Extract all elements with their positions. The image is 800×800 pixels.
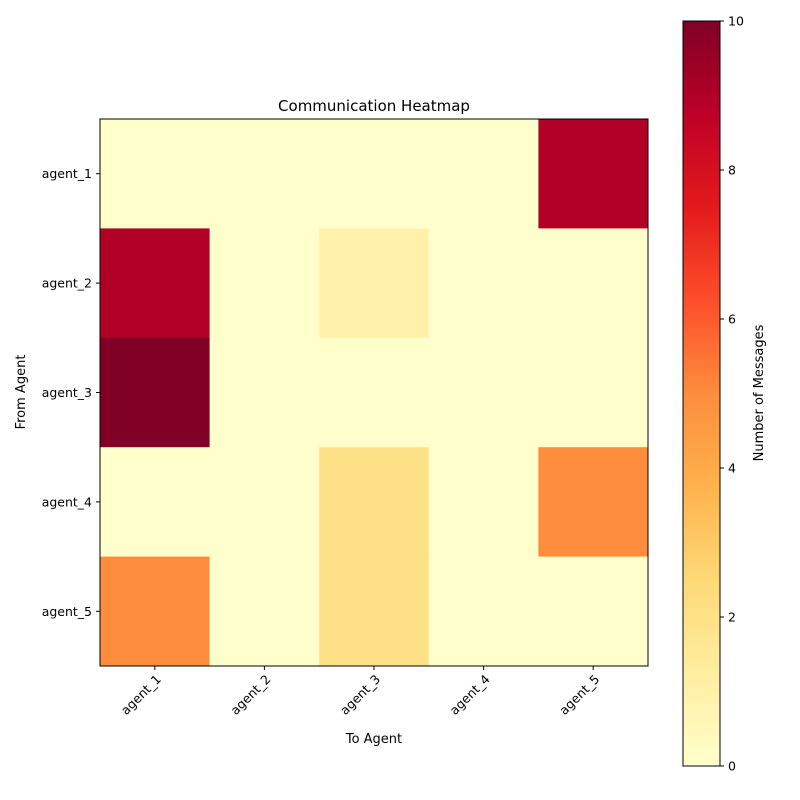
heatmap-cell bbox=[538, 556, 649, 667]
heatmap-cell bbox=[209, 447, 320, 558]
heatmap-cell bbox=[428, 447, 539, 558]
colorbar-tick-label: 10 bbox=[728, 14, 744, 29]
heatmap-cell bbox=[319, 447, 430, 558]
heatmap-cell bbox=[538, 228, 649, 339]
heatmap-cell bbox=[319, 337, 430, 448]
heatmap-cell bbox=[319, 119, 430, 229]
y-axis-title: From Agent bbox=[14, 355, 29, 430]
heatmap-cell bbox=[428, 337, 539, 448]
heatmap-cell bbox=[428, 556, 539, 667]
colorbar-tick-label: 6 bbox=[728, 312, 736, 327]
x-tick-label: agent_3 bbox=[337, 672, 383, 718]
colorbar-tick-label: 8 bbox=[728, 163, 736, 178]
x-tick-label: agent_4 bbox=[447, 671, 493, 717]
heatmap-cell bbox=[209, 119, 320, 229]
heatmap-cell bbox=[100, 228, 211, 339]
heatmap-cell bbox=[100, 447, 211, 558]
x-tick-label: agent_5 bbox=[556, 672, 602, 718]
heatmap-cell bbox=[209, 337, 320, 448]
colorbar-tick-label: 0 bbox=[728, 759, 736, 774]
heatmap-cells bbox=[100, 119, 649, 667]
chart-title: Communication Heatmap bbox=[278, 97, 470, 115]
colorbar-tick-label: 4 bbox=[728, 461, 736, 476]
heatmap-cell bbox=[538, 337, 649, 448]
heatmap-cell bbox=[100, 119, 211, 229]
y-tick-label: agent_3 bbox=[42, 385, 92, 400]
heatmap-cell bbox=[209, 228, 320, 339]
heatmap-cell bbox=[538, 447, 649, 558]
heatmap-cell bbox=[319, 556, 430, 667]
heatmap-cell bbox=[538, 119, 649, 229]
y-tick-label: agent_4 bbox=[42, 494, 92, 509]
y-tick-label: agent_2 bbox=[42, 276, 92, 291]
heatmap-cell bbox=[319, 228, 430, 339]
y-axis-ticks: agent_1 agent_2 agent_3 agent_4 agent_5 bbox=[42, 166, 100, 619]
x-tick-label: agent_1 bbox=[118, 672, 164, 718]
x-axis-title: To Agent bbox=[345, 732, 402, 747]
heatmap-cell bbox=[100, 556, 211, 667]
y-tick-label: agent_1 bbox=[42, 166, 92, 181]
colorbar-ticks: 0 2 4 6 8 10 bbox=[720, 14, 744, 774]
x-axis-ticks: agent_1 agent_2 agent_3 agent_4 agent_5 bbox=[118, 666, 602, 718]
y-tick-label: agent_5 bbox=[42, 604, 92, 619]
heatmap-cell bbox=[428, 119, 539, 229]
x-tick-label: agent_2 bbox=[227, 672, 273, 718]
colorbar bbox=[682, 20, 721, 767]
colorbar-label: Number of Messages bbox=[752, 324, 767, 461]
heatmap-cell bbox=[209, 556, 320, 667]
heatmap-cell bbox=[428, 228, 539, 339]
colorbar-tick-label: 2 bbox=[728, 610, 736, 625]
heatmap-cell bbox=[100, 337, 211, 448]
